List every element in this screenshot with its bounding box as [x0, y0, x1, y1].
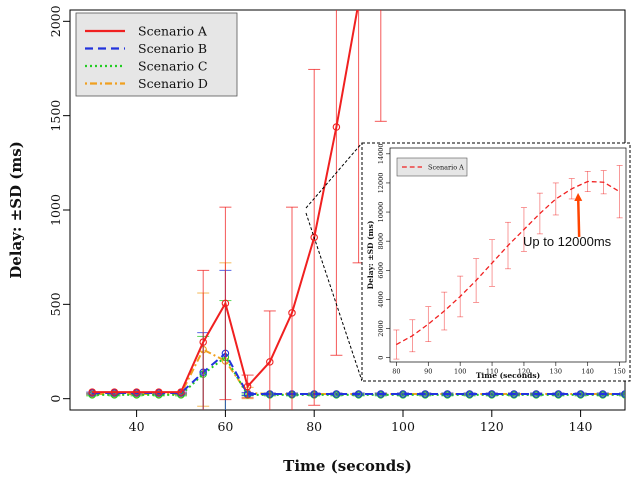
inset-x-axis-title: Time (seconds): [476, 371, 540, 380]
y-tick-label: 1500: [48, 100, 63, 132]
data-point: [355, 0, 361, 6]
legend-label: Scenario B: [138, 41, 207, 56]
series-scenario-a: [88, 0, 387, 410]
main-y-axis-title: Delay: ±SD (ms): [7, 141, 25, 279]
x-tick-label: 60: [217, 419, 233, 434]
x-tick-label: 150: [613, 368, 625, 376]
data-point: [332, 390, 341, 398]
main-series: [86, 0, 625, 410]
data-point: [132, 388, 141, 396]
data-point: [177, 388, 185, 396]
x-tick-label: 140: [582, 368, 594, 376]
x-tick-label: 100: [391, 419, 415, 434]
x-tick-label: 100: [454, 368, 466, 376]
x-tick-label: 130: [550, 368, 562, 376]
zoom-guide-bottom: [305, 212, 363, 382]
data-point: [621, 390, 625, 398]
inset-y-axis-title: Delay: ±SD (ms): [366, 221, 375, 290]
data-point: [88, 388, 96, 396]
zoom-guide-top: [305, 142, 363, 209]
data-point: [310, 233, 318, 242]
inset-legend-box: [396, 157, 468, 177]
data-point: [599, 390, 607, 398]
data-point: [377, 390, 385, 398]
y-tick-label: 14000: [377, 143, 385, 164]
legend-label: Scenario C: [138, 58, 208, 73]
y-tick-label: 0: [48, 395, 63, 403]
y-tick-label: 12000: [377, 173, 385, 194]
data-point: [532, 390, 540, 398]
legend-label: Scenario D: [138, 76, 208, 91]
inset-plot-frame: [389, 147, 627, 363]
data-point: [266, 358, 274, 366]
y-tick-label: 10000: [377, 202, 385, 223]
legend-label: Scenario A: [138, 23, 208, 38]
x-tick-label: 80: [392, 368, 400, 376]
main-y-axis: 0 500 1000 1500 2000: [48, 5, 70, 403]
series-line: [396, 180, 620, 346]
main-legend: Scenario A Scenario B Scenario C Scenario D: [75, 12, 238, 97]
main-legend-box: [75, 12, 238, 97]
data-point: [554, 390, 563, 398]
data-point: [332, 123, 341, 131]
series-scenario-a: [393, 165, 623, 360]
y-tick-label: 500: [48, 292, 63, 316]
y-tick-label: 1000: [48, 194, 63, 226]
series-line: [92, 351, 625, 395]
series-scenario-b: [86, 269, 625, 410]
data-point: [221, 299, 230, 308]
x-tick-label: 90: [424, 368, 432, 376]
data-point: [576, 390, 585, 398]
inset-legend: Scenario A: [396, 157, 468, 177]
data-point: [465, 390, 474, 398]
x-tick-label: 140: [569, 419, 593, 434]
data-point: [510, 390, 518, 398]
y-tick-label: 0: [377, 356, 385, 360]
inset-y-axis: 0 2000 4000 6000 8000 10000 12000 14000: [377, 143, 390, 360]
x-tick-label: 40: [129, 419, 145, 434]
data-point: [488, 390, 496, 398]
x-tick-label: 120: [518, 368, 530, 376]
x-tick-label: 110: [486, 368, 498, 376]
data-point: [155, 388, 163, 396]
data-point: [243, 382, 252, 391]
annotation-arrow: [574, 192, 583, 237]
data-point: [288, 309, 296, 317]
data-point: [110, 388, 119, 396]
data-point: [443, 390, 452, 398]
inset-x-axis: 80 90 100 110 120 130 140 150: [392, 362, 626, 376]
y-tick-label: 2000: [377, 320, 385, 337]
inset-chart: 80 90 100 110 120 130 140 150 0 2000 4000 6000 8000…: [361, 142, 631, 382]
annotation-text: Up to 12000ms: [523, 234, 612, 249]
main-x-axis: 40 60 80 100 120 140: [129, 410, 593, 434]
inset-series: [393, 165, 623, 360]
data-point: [199, 338, 207, 346]
data-point: [399, 390, 407, 398]
data-point: [421, 390, 429, 398]
y-tick-label: 4000: [377, 291, 385, 308]
inset-panel: [361, 142, 631, 382]
y-tick-label: 2000: [48, 5, 63, 37]
x-tick-label: 120: [480, 419, 504, 434]
legend-label: Scenario A: [428, 163, 464, 171]
main-x-axis-title: Time (seconds): [283, 457, 412, 475]
x-tick-label: 80: [306, 419, 322, 434]
y-tick-label: 6000: [377, 262, 385, 279]
data-point: [354, 390, 363, 398]
y-tick-label: 8000: [377, 233, 385, 250]
